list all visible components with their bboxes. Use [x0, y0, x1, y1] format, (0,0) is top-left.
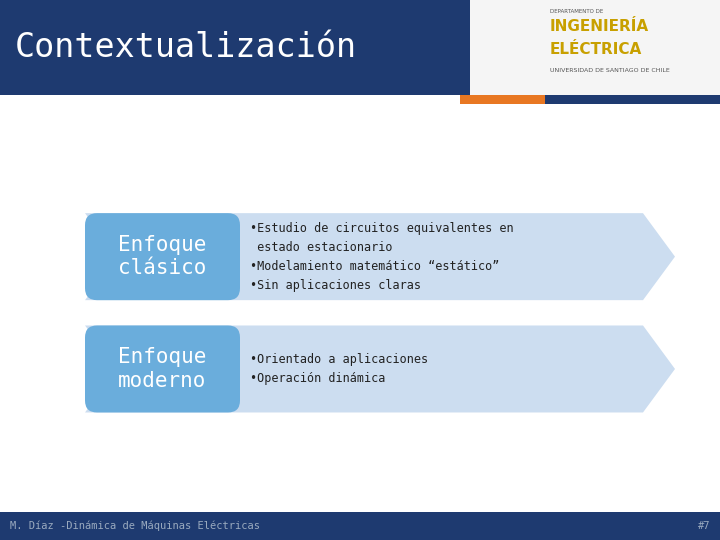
Text: UNIVERSIDAD DE SANTIAGO DE CHILE: UNIVERSIDAD DE SANTIAGO DE CHILE [550, 69, 670, 73]
Text: INGENIERÍA: INGENIERÍA [550, 19, 649, 34]
Text: ELÉCTRICA: ELÉCTRICA [550, 42, 642, 57]
Bar [0, 0, 720, 94]
Text: •Orientado a aplicaciones
•Operación dinámica: •Orientado a aplicaciones •Operación din… [250, 353, 428, 385]
Text: M. Díaz -Dinámica de Máquinas Eléctricas: M. Díaz -Dinámica de Máquinas Eléctricas [10, 521, 260, 531]
Text: Contextualización: Contextualización [15, 31, 357, 64]
Text: Enfoque
clásico: Enfoque clásico [118, 235, 207, 278]
FancyBboxPatch shape [85, 326, 240, 413]
Bar [460, 94, 545, 104]
FancyBboxPatch shape [85, 213, 240, 300]
Bar [470, 0, 720, 94]
Polygon shape [85, 213, 675, 300]
Bar [0, 512, 720, 540]
Text: #7: #7 [698, 521, 710, 531]
Bar [545, 94, 720, 104]
Text: Enfoque
moderno: Enfoque moderno [118, 347, 207, 390]
Bar [0, 104, 720, 316]
Polygon shape [85, 326, 675, 413]
Text: •Estudio de circuitos equivalentes en
 estado estacionario
•Modelamiento matemát: •Estudio de circuitos equivalentes en es… [250, 221, 513, 292]
Text: DEPARTAMENTO DE: DEPARTAMENTO DE [550, 9, 603, 14]
